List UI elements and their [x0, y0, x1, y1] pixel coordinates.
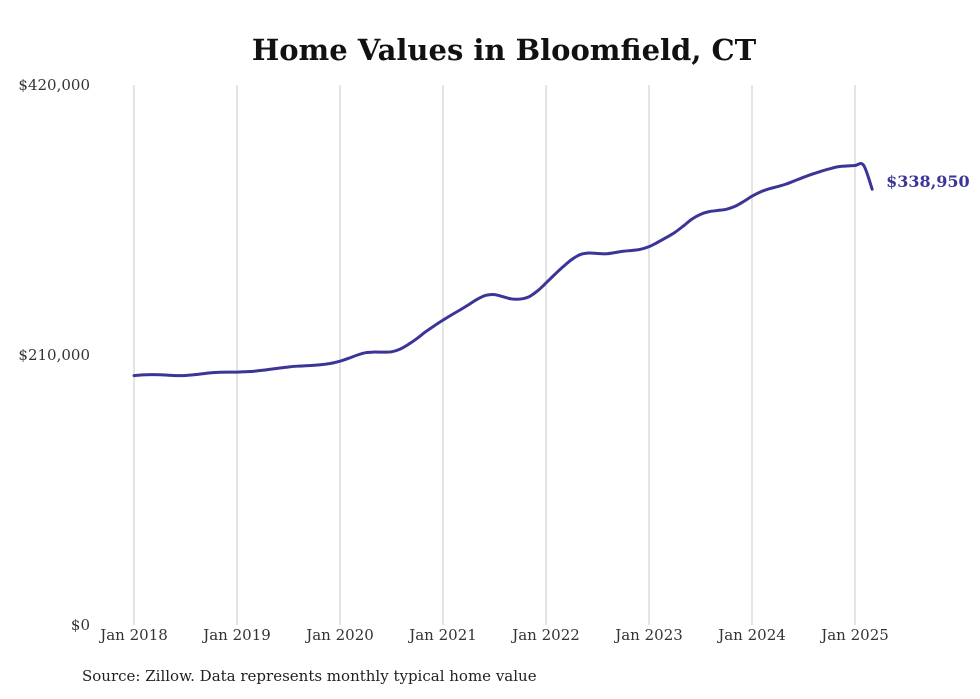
y-tick-label: $420,000	[18, 76, 90, 94]
source-note: Source: Zillow. Data represents monthly …	[82, 667, 537, 685]
x-tick-label: Jan 2018	[98, 626, 168, 644]
y-tick-label: $0	[71, 616, 90, 634]
gridlines	[133, 85, 856, 625]
series-line	[132, 162, 874, 378]
chart-title: Home Values in Bloomfield, CT	[252, 33, 757, 67]
y-tick-label: $210,000	[18, 346, 90, 364]
x-tick-label: Jan 2021	[407, 626, 477, 644]
x-tick-label: Jan 2024	[716, 626, 786, 644]
x-axis-ticks: Jan 2018 Jan 2019 Jan 2020 Jan 2021 Jan 2022…	[98, 626, 889, 644]
end-value-label: $338,950	[886, 172, 970, 191]
x-tick-label: Jan 2019	[201, 626, 271, 644]
x-tick-label: Jan 2025	[819, 626, 889, 644]
x-tick-label: Jan 2020	[304, 626, 374, 644]
y-axis-ticks: $0 $210,000 $420,000	[18, 76, 90, 634]
x-tick-label: Jan 2023	[613, 626, 683, 644]
x-tick-label: Jan 2022	[510, 626, 580, 644]
